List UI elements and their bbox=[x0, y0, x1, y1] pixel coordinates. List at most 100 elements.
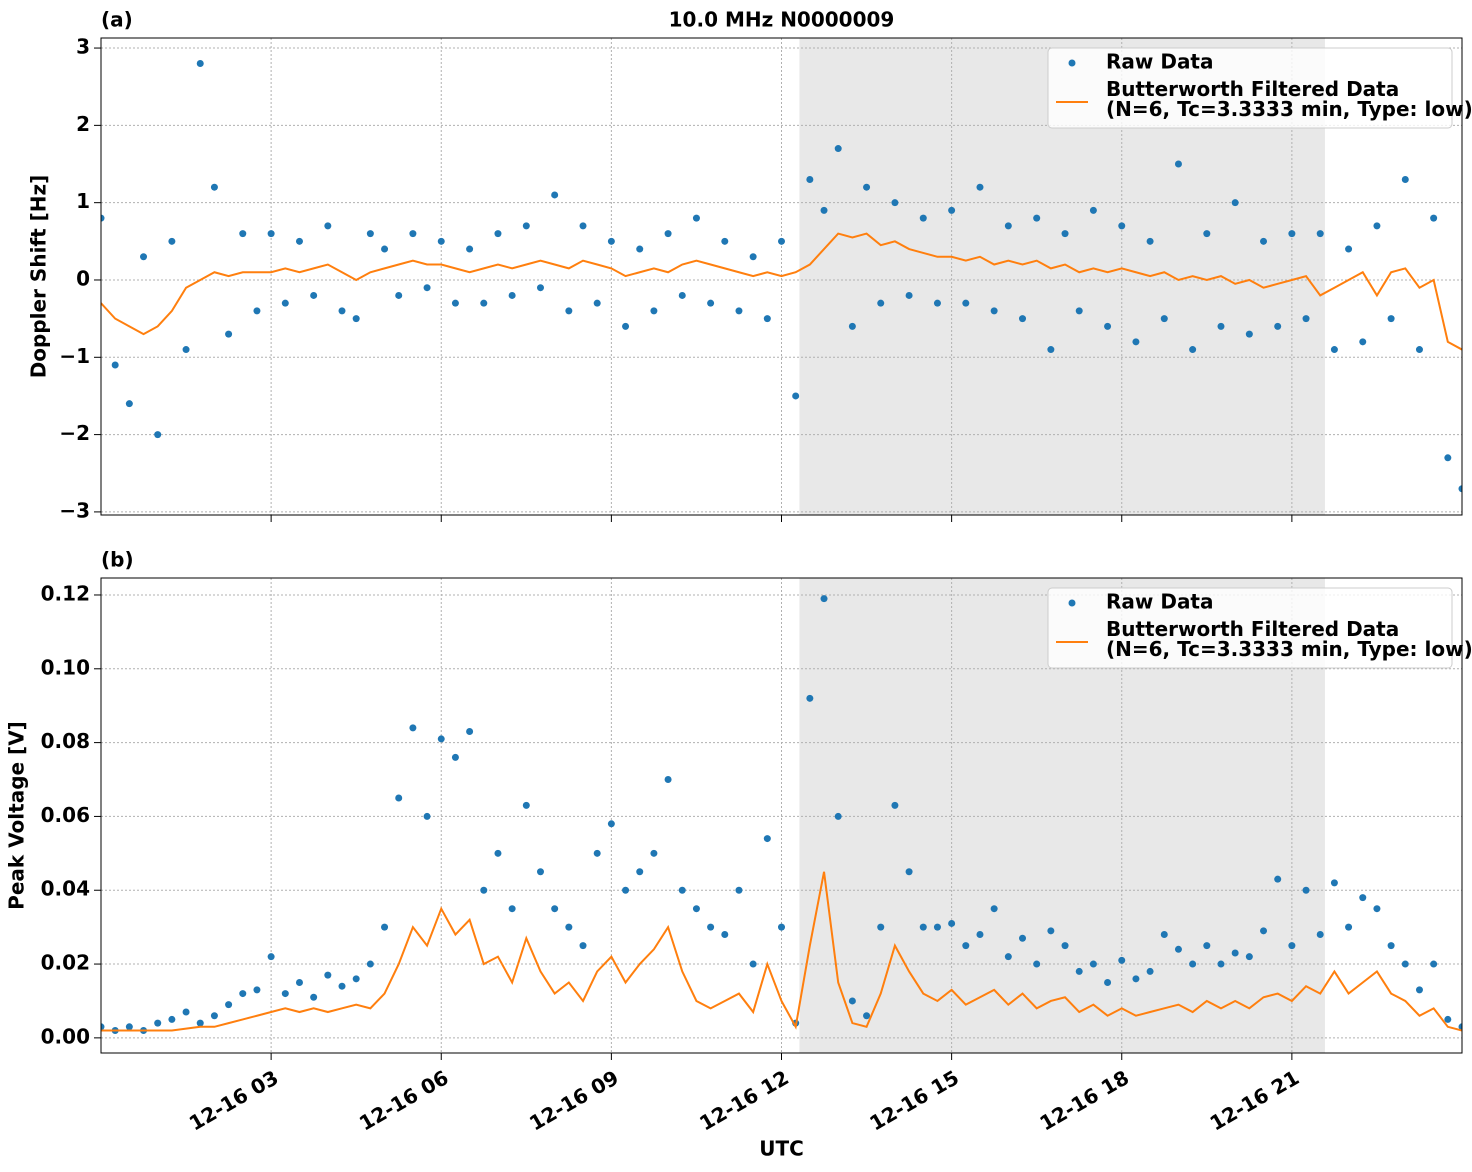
raw-point bbox=[778, 237, 785, 245]
raw-point bbox=[536, 868, 544, 876]
raw-point bbox=[891, 801, 899, 809]
raw-point bbox=[565, 307, 573, 315]
raw-point bbox=[1330, 879, 1338, 887]
raw-point bbox=[125, 1023, 133, 1031]
raw-point bbox=[1047, 346, 1055, 354]
raw-point bbox=[763, 835, 771, 843]
raw-point bbox=[905, 868, 913, 876]
filtered-line bbox=[101, 232, 1462, 351]
raw-point bbox=[196, 1019, 204, 1027]
raw-point bbox=[678, 886, 686, 894]
raw-point bbox=[508, 291, 516, 299]
y-tick-label: −1 bbox=[59, 344, 90, 368]
raw-point bbox=[1033, 960, 1041, 968]
raw-point bbox=[182, 1008, 190, 1016]
raw-point bbox=[1274, 875, 1282, 883]
raw-point bbox=[636, 245, 644, 253]
raw-point bbox=[1288, 230, 1296, 238]
raw-point bbox=[437, 237, 445, 245]
raw-point bbox=[763, 315, 771, 323]
y-tick-label: 0.10 bbox=[41, 655, 90, 679]
raw-point bbox=[735, 886, 743, 894]
raw-point bbox=[466, 245, 474, 253]
raw-point bbox=[1203, 230, 1211, 238]
raw-point bbox=[1245, 953, 1253, 961]
raw-point bbox=[253, 986, 261, 994]
raw-point bbox=[593, 299, 601, 307]
raw-point bbox=[1189, 346, 1197, 354]
raw-point bbox=[735, 307, 743, 315]
raw-point bbox=[820, 206, 828, 214]
raw-point bbox=[636, 868, 644, 876]
raw-point bbox=[1345, 923, 1353, 931]
raw-point bbox=[366, 960, 374, 968]
raw-point bbox=[1132, 338, 1140, 346]
y-tick-label: 0 bbox=[76, 266, 90, 290]
raw-point bbox=[664, 230, 672, 238]
y-axis-label: Peak Voltage [V] bbox=[5, 721, 29, 910]
y-tick-label: 2 bbox=[76, 112, 90, 136]
raw-point bbox=[1387, 315, 1395, 323]
raw-point bbox=[933, 299, 941, 307]
raw-point bbox=[210, 183, 218, 191]
raw-point bbox=[395, 794, 403, 802]
raw-point bbox=[692, 214, 700, 222]
raw-point bbox=[948, 919, 956, 927]
raw-point bbox=[1189, 960, 1197, 968]
raw-point bbox=[267, 953, 275, 961]
raw-point bbox=[295, 237, 303, 245]
raw-point bbox=[1359, 894, 1367, 902]
raw-point bbox=[1146, 967, 1154, 975]
raw-point bbox=[792, 392, 800, 400]
raw-point bbox=[1430, 960, 1438, 968]
raw-point bbox=[1061, 230, 1069, 238]
y-axis-label: Doppler Shift [Hz] bbox=[27, 175, 51, 379]
raw-point bbox=[749, 960, 757, 968]
raw-point bbox=[395, 291, 403, 299]
raw-point bbox=[820, 595, 828, 603]
raw-point bbox=[281, 990, 289, 998]
y-tick-label: 0.00 bbox=[41, 1024, 90, 1048]
raw-point bbox=[848, 322, 856, 330]
raw-point bbox=[1359, 338, 1367, 346]
x-tick-label: 12-16 09 bbox=[525, 1065, 623, 1135]
raw-point bbox=[678, 291, 686, 299]
raw-point bbox=[210, 1012, 218, 1020]
legend-label: Raw Data bbox=[1106, 50, 1214, 74]
raw-point bbox=[1004, 222, 1012, 230]
raw-point bbox=[877, 299, 885, 307]
plot-area bbox=[101, 595, 1462, 1034]
raw-point bbox=[480, 299, 488, 307]
raw-point bbox=[607, 820, 615, 828]
raw-point bbox=[295, 979, 303, 987]
raw-point bbox=[1089, 206, 1097, 214]
raw-point bbox=[1401, 175, 1409, 183]
raw-point bbox=[834, 812, 842, 820]
raw-point bbox=[1160, 315, 1168, 323]
raw-point bbox=[1104, 979, 1112, 987]
raw-point bbox=[1075, 307, 1083, 315]
y-tick-label: −3 bbox=[59, 498, 90, 522]
raw-point bbox=[919, 923, 927, 931]
x-tick-label: 12-16 18 bbox=[1035, 1065, 1133, 1135]
raw-point bbox=[863, 1012, 871, 1020]
raw-point bbox=[1387, 942, 1395, 950]
raw-point bbox=[182, 346, 190, 354]
raw-point bbox=[1330, 346, 1338, 354]
raw-point bbox=[692, 905, 700, 913]
raw-point bbox=[451, 753, 459, 761]
raw-point bbox=[253, 307, 261, 315]
raw-point bbox=[324, 222, 332, 230]
raw-point bbox=[891, 199, 899, 207]
filtered-line bbox=[101, 871, 1462, 1032]
raw-point bbox=[1245, 330, 1253, 338]
raw-point bbox=[551, 905, 559, 913]
raw-point bbox=[579, 942, 587, 950]
raw-point bbox=[834, 145, 842, 153]
legend-box bbox=[1047, 587, 1453, 669]
raw-point bbox=[480, 886, 488, 894]
legend-box bbox=[1047, 47, 1453, 129]
raw-point bbox=[1019, 315, 1027, 323]
raw-point bbox=[948, 206, 956, 214]
raw-point bbox=[806, 694, 814, 702]
